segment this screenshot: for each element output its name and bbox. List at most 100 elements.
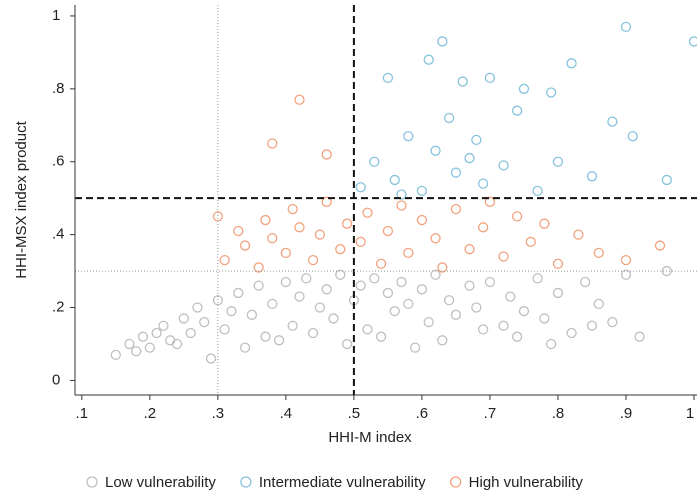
data-point — [355, 236, 366, 248]
data-point — [287, 320, 298, 331]
data-point — [484, 196, 496, 207]
data-point — [532, 273, 543, 284]
legend-marker — [86, 476, 98, 488]
data-point — [511, 211, 523, 222]
data-point — [355, 182, 366, 193]
data-point — [661, 265, 672, 277]
data-point — [260, 331, 271, 342]
data-point — [307, 327, 319, 339]
data-point — [151, 327, 162, 339]
data-point — [375, 331, 387, 342]
data-point — [280, 276, 292, 288]
data-point — [498, 320, 509, 331]
data-point — [403, 298, 414, 310]
data-point — [688, 36, 697, 47]
data-point — [212, 211, 223, 222]
y-tick-label: .4 — [52, 226, 65, 243]
data-point — [226, 306, 237, 317]
data-point — [498, 251, 509, 262]
data-point — [654, 240, 666, 251]
data-point — [552, 258, 564, 269]
data-point — [416, 284, 428, 295]
data-point — [450, 309, 462, 320]
y-tick-label: .2 — [52, 298, 65, 315]
data-point — [627, 131, 638, 142]
data-point — [518, 83, 530, 94]
data-point — [294, 222, 305, 233]
data-point — [464, 152, 475, 164]
data-point — [389, 306, 400, 317]
y-tick-label: 0 — [52, 371, 60, 388]
data-point — [511, 331, 523, 342]
data-point — [409, 342, 421, 353]
data-point — [573, 229, 584, 240]
data-point — [233, 225, 244, 237]
data-point — [437, 335, 448, 346]
data-point — [355, 280, 366, 291]
data-point — [620, 254, 632, 266]
data-point — [518, 306, 530, 317]
data-point — [464, 244, 475, 255]
data-point — [158, 320, 169, 331]
data-point — [532, 185, 543, 197]
data-point — [443, 295, 455, 306]
data-point — [219, 324, 230, 335]
data-point — [552, 287, 564, 299]
data-point — [362, 207, 373, 218]
data-point — [484, 276, 496, 288]
data-point — [546, 87, 557, 98]
data-point — [382, 72, 394, 84]
y-tick-label: .6 — [52, 153, 65, 170]
data-point — [607, 116, 618, 127]
data-point — [314, 229, 326, 240]
data-point — [396, 189, 407, 200]
data-point — [307, 254, 319, 266]
legend-marker — [240, 476, 252, 488]
data-point — [505, 291, 516, 302]
data-point — [362, 324, 373, 335]
data-point — [450, 167, 462, 178]
data-point — [546, 338, 557, 350]
data-point — [260, 214, 271, 226]
data-point — [430, 233, 441, 244]
x-axis-label: HHI-M index — [328, 429, 412, 446]
data-point — [471, 302, 482, 313]
data-point — [477, 222, 489, 233]
data-point — [416, 214, 428, 226]
data-point — [301, 273, 312, 284]
data-point — [321, 196, 332, 207]
data-point — [403, 247, 414, 259]
data-point — [294, 291, 305, 302]
data-point — [267, 233, 278, 244]
data-point — [335, 244, 346, 255]
data-point — [620, 21, 632, 33]
data-point — [192, 302, 203, 313]
data-point — [382, 225, 394, 237]
data-point — [430, 269, 441, 280]
legend-label: High vulnerability — [469, 474, 584, 491]
data-point — [273, 335, 285, 346]
data-point — [382, 287, 394, 299]
data-point — [314, 302, 326, 313]
data-point — [321, 284, 332, 295]
data-point — [246, 309, 258, 320]
data-point — [416, 185, 428, 197]
data-point — [341, 218, 353, 229]
data-point — [171, 338, 183, 350]
data-point — [661, 174, 672, 186]
x-tick-label: 1 — [686, 405, 694, 422]
data-point — [341, 338, 353, 350]
data-point — [477, 178, 489, 189]
x-tick-label: .5 — [348, 405, 361, 422]
data-point — [253, 280, 264, 291]
data-point — [205, 353, 217, 364]
data-point — [403, 131, 414, 142]
data-point — [437, 262, 448, 273]
y-tick-label: .8 — [52, 80, 65, 97]
data-point — [389, 174, 400, 186]
data-point — [566, 58, 577, 69]
data-point — [253, 262, 264, 273]
data-point — [328, 313, 339, 324]
data-point — [471, 134, 482, 146]
